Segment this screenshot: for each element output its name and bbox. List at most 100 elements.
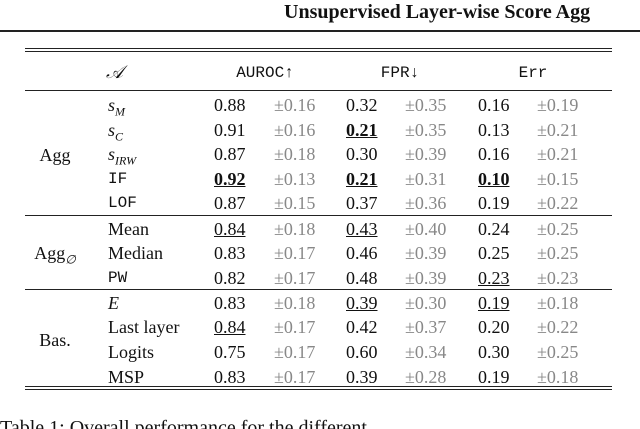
column-header: AUROC↑ xyxy=(236,64,294,82)
method-label: IF xyxy=(108,169,127,189)
method-label: Logits xyxy=(108,342,154,362)
label-base: IF xyxy=(108,169,128,188)
running-header: Unsupervised Layer-wise Score Agg xyxy=(284,1,591,23)
std-cell: ±0.17 xyxy=(274,267,316,288)
value-cell: 0.21 xyxy=(346,168,378,189)
value-cell: 0.46 xyxy=(346,243,378,264)
std-cell: ±0.35 xyxy=(405,95,447,115)
std-cell: ±0.37 xyxy=(405,317,447,338)
value-cell: 0.16 xyxy=(478,95,510,115)
method-label: PW xyxy=(108,268,127,288)
value-cell: 0.10 xyxy=(478,168,510,189)
std-cell: ±0.18 xyxy=(537,366,579,387)
label-sub: IRW xyxy=(115,153,137,168)
std-cell: ±0.30 xyxy=(405,292,447,313)
std-cell: ±0.22 xyxy=(537,317,579,338)
label-base: s xyxy=(108,95,116,115)
top-rule xyxy=(25,48,612,49)
value-cell: 0.13 xyxy=(478,119,510,140)
std-cell: ±0.17 xyxy=(274,317,316,338)
value-cell: 0.19 xyxy=(478,366,510,387)
caption: Table 1: Overall performance for the dif… xyxy=(0,417,367,429)
column-header: 𝒜 xyxy=(106,62,124,82)
method-label: Median xyxy=(108,243,163,263)
std-cell: ±0.40 xyxy=(405,218,447,239)
std-cell: ±0.15 xyxy=(274,193,316,214)
std-cell: ±0.25 xyxy=(537,243,579,264)
value-cell: 0.91 xyxy=(214,119,246,140)
std-cell: ±0.17 xyxy=(274,342,316,362)
std-cell: ±0.22 xyxy=(537,193,579,214)
value-cell: 0.23 xyxy=(478,267,510,288)
value-cell: 0.83 xyxy=(214,292,246,313)
label-sub: C xyxy=(115,129,124,144)
header-rule xyxy=(0,30,640,32)
value-cell: 0.39 xyxy=(346,292,378,313)
std-cell: ±0.18 xyxy=(274,218,316,239)
label-base: Mean xyxy=(108,218,149,239)
group-label: Bas. xyxy=(39,330,71,350)
std-cell: ±0.18 xyxy=(537,292,579,313)
value-cell: 0.43 xyxy=(346,218,378,239)
std-cell: ±0.28 xyxy=(405,366,447,387)
label-base: MSP xyxy=(108,366,145,387)
value-cell: 0.19 xyxy=(478,193,510,214)
method-label: LOF xyxy=(108,193,137,213)
label-base: s xyxy=(108,119,116,140)
std-cell: ±0.16 xyxy=(274,95,316,115)
std-cell: ±0.19 xyxy=(537,95,579,115)
value-cell: 0.39 xyxy=(346,366,378,387)
label-base: Agg xyxy=(34,243,66,264)
column-header: Err xyxy=(518,64,548,82)
std-cell: ±0.25 xyxy=(537,218,579,239)
value-cell: 0.19 xyxy=(478,292,510,313)
value-cell: 0.87 xyxy=(214,193,246,214)
std-cell: ±0.39 xyxy=(405,267,447,288)
label-base: Median xyxy=(108,243,163,264)
label-sub: M xyxy=(115,104,126,119)
label-base: LOF xyxy=(108,194,137,213)
value-cell: 0.82 xyxy=(214,267,246,288)
group-rule xyxy=(25,289,612,291)
value-cell: 0.87 xyxy=(214,144,246,165)
value-cell: 0.83 xyxy=(214,366,246,387)
value-cell: 0.75 xyxy=(214,342,246,362)
label-base: E xyxy=(108,292,119,313)
label-base: PW xyxy=(108,268,128,287)
method-label: sIRW xyxy=(108,144,136,171)
value-cell: 0.32 xyxy=(346,95,378,115)
value-cell: 0.42 xyxy=(346,317,378,338)
label-base: Last layer xyxy=(108,317,180,338)
std-cell: ±0.21 xyxy=(537,119,579,140)
value-cell: 0.30 xyxy=(478,342,510,362)
std-cell: ±0.16 xyxy=(274,119,316,140)
std-cell: ±0.39 xyxy=(405,144,447,165)
std-cell: ±0.25 xyxy=(537,342,579,362)
value-cell: 0.21 xyxy=(346,119,378,140)
std-cell: ±0.18 xyxy=(274,292,316,313)
method-label: Mean xyxy=(108,219,149,239)
value-cell: 0.92 xyxy=(214,168,246,189)
method-label: E xyxy=(108,293,119,313)
std-cell: ±0.21 xyxy=(537,144,579,165)
value-cell: 0.37 xyxy=(346,193,378,214)
label-base: Agg xyxy=(39,144,71,165)
std-cell: ±0.17 xyxy=(274,366,316,387)
method-label: Last layer xyxy=(108,317,179,337)
method-label: MSP xyxy=(108,367,144,387)
label-base: s xyxy=(108,144,116,165)
label-base: Logits xyxy=(108,342,155,362)
std-cell: ±0.17 xyxy=(274,243,316,264)
std-cell: ±0.36 xyxy=(405,193,447,214)
std-cell: ±0.34 xyxy=(405,342,447,362)
value-cell: 0.30 xyxy=(346,144,378,165)
std-cell: ±0.13 xyxy=(274,168,316,189)
label-sub: ∅ xyxy=(65,252,76,267)
label-base: Bas. xyxy=(39,330,71,350)
value-cell: 0.60 xyxy=(346,342,378,362)
value-cell: 0.84 xyxy=(214,218,246,239)
group-label: Agg xyxy=(40,145,71,165)
top-rule xyxy=(25,51,612,52)
mid-rule xyxy=(25,90,612,91)
